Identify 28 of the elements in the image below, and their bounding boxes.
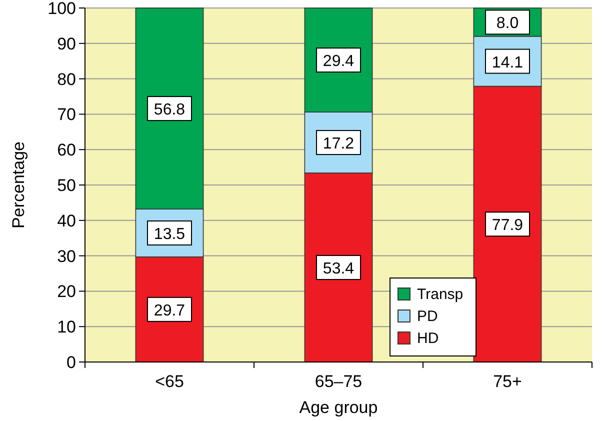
data-label: 17.2 bbox=[322, 136, 354, 153]
y-tick-label: 10 bbox=[57, 318, 76, 337]
x-axis-title: Age group bbox=[299, 398, 378, 417]
x-tick-label: 65–75 bbox=[314, 372, 362, 391]
data-label: 56.8 bbox=[154, 102, 186, 119]
y-tick-label: 50 bbox=[57, 176, 76, 195]
legend-label: Transp bbox=[417, 286, 464, 303]
y-tick-label: 0 bbox=[66, 353, 76, 372]
y-tick-label: 90 bbox=[57, 34, 76, 54]
data-label: 13.5 bbox=[154, 226, 186, 243]
data-label: 53.4 bbox=[322, 260, 354, 278]
x-tick-label: <65 bbox=[155, 372, 184, 391]
legend-label: PD bbox=[417, 308, 438, 325]
data-label: 8.0 bbox=[496, 15, 519, 32]
y-tick-label: 30 bbox=[57, 246, 76, 266]
y-tick-label: 40 bbox=[57, 211, 76, 230]
y-tick-label: 70 bbox=[57, 105, 76, 124]
data-label: 14.1 bbox=[492, 54, 524, 72]
y-tick-label: 100 bbox=[48, 0, 76, 18]
y-tick-label: 80 bbox=[57, 70, 76, 89]
y-tick-label: 20 bbox=[57, 282, 76, 302]
legend-label: HD bbox=[417, 330, 439, 347]
y-tick-label: 60 bbox=[57, 140, 76, 160]
data-label: 77.9 bbox=[492, 217, 524, 234]
data-label: 29.4 bbox=[322, 53, 354, 70]
data-label: 29.7 bbox=[154, 302, 186, 320]
y-axis-title: Percentage bbox=[9, 142, 28, 228]
x-tick-label: 75+ bbox=[493, 372, 522, 391]
